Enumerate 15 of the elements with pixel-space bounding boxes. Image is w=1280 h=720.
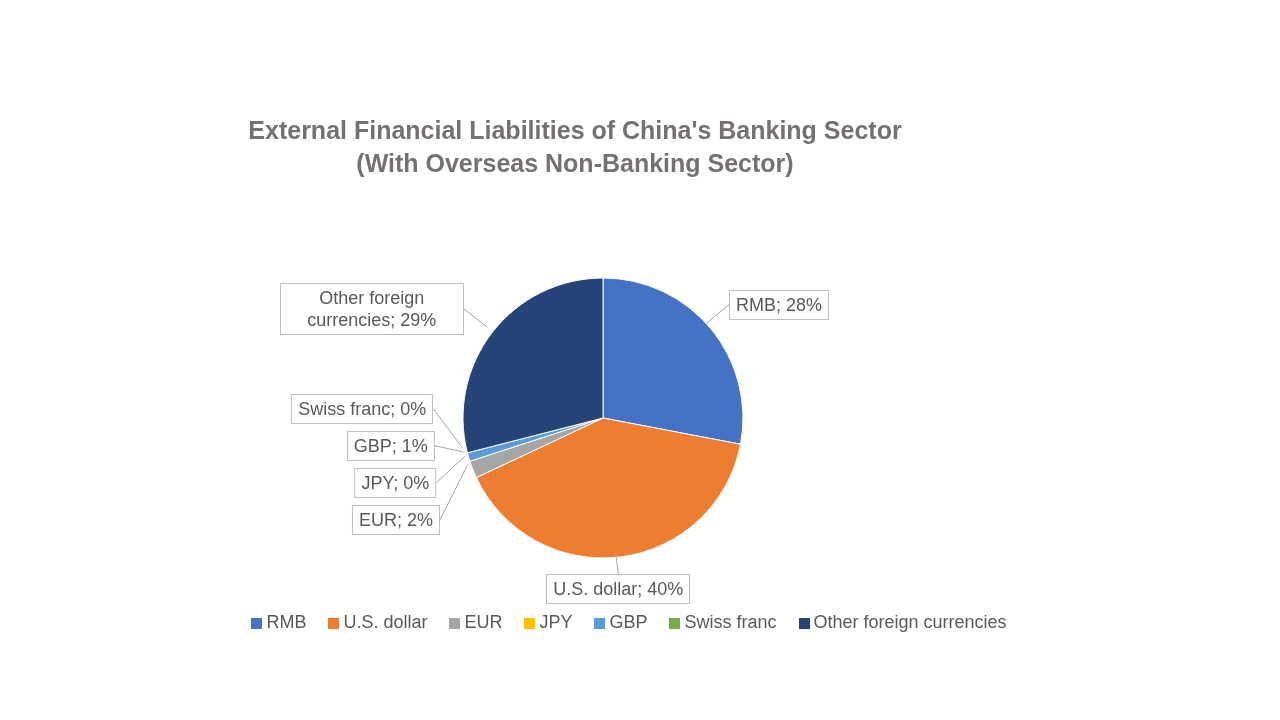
legend-label: GBP — [609, 612, 648, 632]
legend-label: Swiss franc — [684, 612, 777, 632]
data-label: RMB; 28% — [728, 289, 830, 320]
legend-label: U.S. dollar — [343, 612, 428, 632]
text: JPY; 0% — [361, 472, 430, 493]
data-label: GBP; 1% — [346, 430, 435, 461]
data-label: EUR; 2% — [351, 504, 440, 535]
legend-label: JPY — [539, 612, 573, 632]
data-label: U.S. dollar; 40% — [546, 573, 691, 604]
legend-label: EUR — [464, 612, 503, 632]
legend-label: Other foreign currencies — [813, 612, 1007, 632]
data-label: Other foreign currencies; 29% — [279, 282, 464, 335]
text: Swiss franc; 0% — [298, 398, 427, 419]
chart-title: External Financial Liabilities of China's Banking Sector (With Overseas Non-Banking Sector) — [247, 115, 903, 179]
legend-label: RMB — [266, 612, 307, 632]
